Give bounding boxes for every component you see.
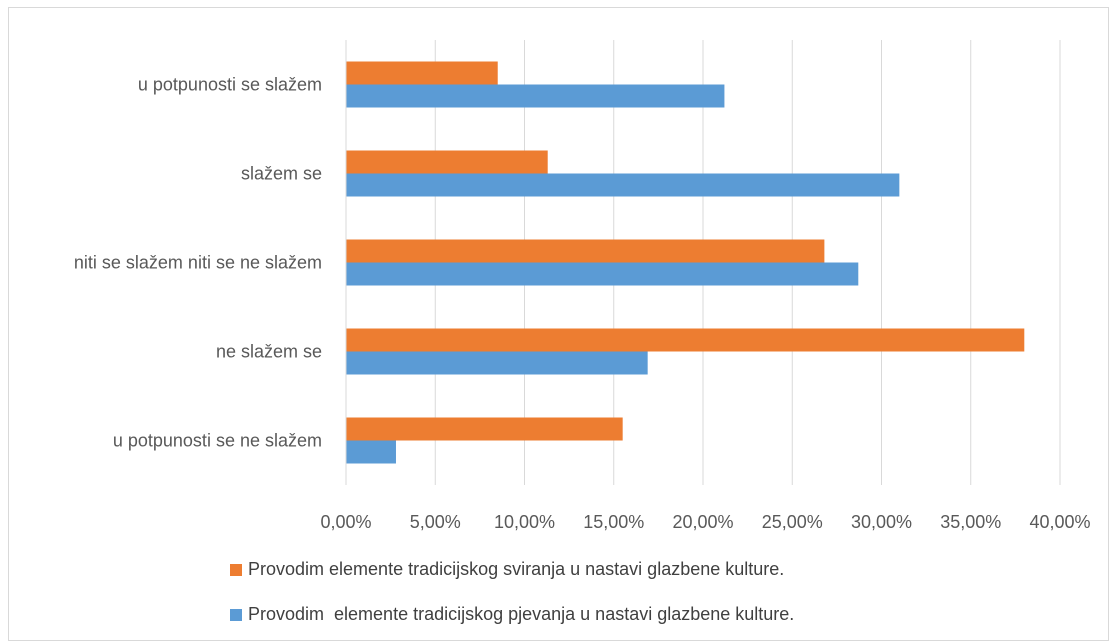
legend-label: Provodim elemente tradicijskog pjevanja … <box>248 604 795 624</box>
bar-sviranje <box>346 150 548 174</box>
bars <box>346 61 1025 464</box>
bar-pjevanja <box>346 262 859 286</box>
legend-item: Provodim elemente tradicijskog pjevanja … <box>230 604 794 625</box>
category-labels: u potpunosti se ne slažem ne slažem se nit… <box>74 75 322 451</box>
legend-swatch <box>230 563 242 576</box>
category-label: ne slažem se <box>216 342 322 362</box>
category-label: u potpunosti se slažem <box>138 75 322 95</box>
bar-pjevanja <box>346 351 648 375</box>
tick-labels: 0,00% 5,00% 10,00% 15,00% 20,00% 25,00% 30,00%… <box>320 512 1090 532</box>
x-tick-label: 30,00% <box>851 512 912 532</box>
chart-frame <box>8 7 1109 641</box>
bar-pjevanja <box>346 173 900 197</box>
bar-sviranje <box>346 417 623 441</box>
legend-item: Provodim elemente tradicijskog sviranja … <box>230 559 784 580</box>
x-tick-label: 35,00% <box>940 512 1001 532</box>
category-label: niti se slažem niti se ne slažem <box>74 253 322 273</box>
category-label: u potpunosti se ne slažem <box>113 431 322 451</box>
bar-pjevanja <box>346 84 725 108</box>
bar-pjevanja <box>346 440 396 464</box>
bar-sviranje <box>346 239 825 263</box>
x-tick-label: 10,00% <box>494 512 555 532</box>
bar-sviranje <box>346 61 498 85</box>
bar-sviranje <box>346 328 1025 352</box>
x-tick-label: 0,00% <box>320 512 371 532</box>
x-tick-label: 20,00% <box>672 512 733 532</box>
x-tick-label: 25,00% <box>762 512 823 532</box>
x-tick-label: 5,00% <box>410 512 461 532</box>
category-label: slažem se <box>241 164 322 184</box>
x-tick-label: 40,00% <box>1029 512 1090 532</box>
legend-label: Provodim elemente tradicijskog sviranja … <box>248 559 785 579</box>
legend-swatch <box>230 608 242 621</box>
x-tick-label: 15,00% <box>583 512 644 532</box>
